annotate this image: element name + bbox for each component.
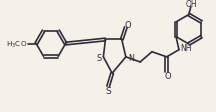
Text: O: O <box>164 72 171 81</box>
Text: S: S <box>105 86 111 95</box>
Text: NH: NH <box>180 43 191 52</box>
Text: S: S <box>96 54 101 63</box>
Text: O: O <box>124 21 131 30</box>
Text: N: N <box>128 54 134 62</box>
Text: $\mathdefault{H_3CO}$: $\mathdefault{H_3CO}$ <box>5 39 27 49</box>
Text: OH: OH <box>185 0 197 9</box>
